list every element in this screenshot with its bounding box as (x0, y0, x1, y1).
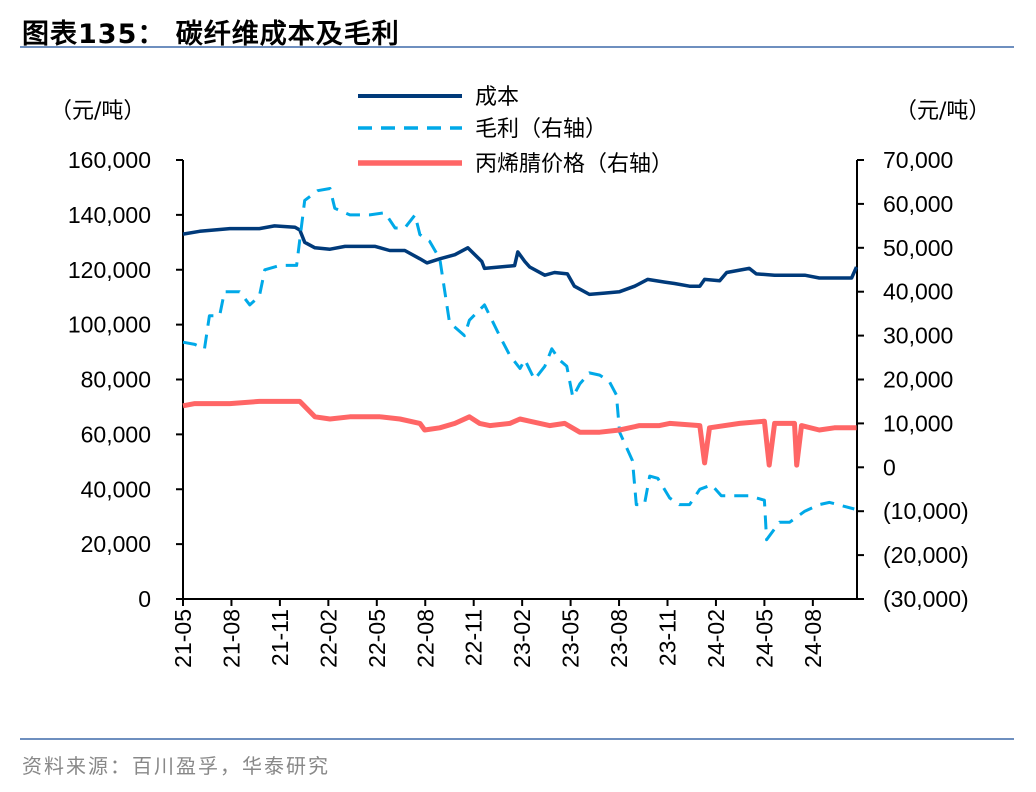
x-tick-label: 21-08 (218, 609, 244, 668)
right-tick-label: (30,000) (883, 586, 969, 612)
left-tick-label: 140,000 (68, 202, 151, 228)
right-tick-label: 20,000 (883, 367, 953, 393)
right-tick-label: 0 (883, 454, 896, 480)
footer-divider (20, 738, 1014, 740)
right-tick-label: 40,000 (883, 279, 953, 305)
x-tick-label: 21-11 (267, 609, 293, 666)
x-tick-label: 24-05 (751, 609, 777, 668)
series-line-0 (182, 224, 859, 297)
x-tick-label: 22-08 (412, 609, 438, 668)
left-tick-label: 160,000 (68, 147, 151, 173)
x-tick-label: 22-05 (364, 609, 390, 668)
figure-title: 图表135： 碳纤维成本及毛利 (22, 19, 400, 50)
x-tick-label: 22-11 (461, 609, 487, 666)
right-tick-label: 10,000 (883, 410, 953, 436)
x-tick-label: 23-05 (558, 609, 584, 668)
series-line-1 (182, 187, 855, 542)
legend-label-0: 成本 (475, 85, 519, 110)
left-tick-label: 60,000 (81, 421, 151, 447)
right-tick-label: 70,000 (883, 147, 953, 173)
x-tick-label: 24-02 (703, 609, 729, 668)
left-tick-label: 0 (138, 586, 151, 612)
right-tick-label: 50,000 (883, 235, 953, 261)
x-tick-label: 24-08 (800, 609, 826, 668)
right-tick-label: 30,000 (883, 323, 953, 349)
legend-label-1: 毛利（右轴） (475, 117, 607, 142)
x-tick-label: 23-11 (655, 609, 681, 666)
left-tick-label: 80,000 (81, 367, 151, 393)
source-note: 资料来源：百川盈孚，华泰研究 (22, 754, 330, 778)
right-axis-unit: （元/吨） (895, 99, 990, 124)
x-tick-label: 23-08 (606, 609, 632, 668)
right-tick-label: (10,000) (883, 498, 969, 524)
legend-label-2: 丙烯腈价格（右轴） (475, 152, 673, 177)
left-tick-label: 120,000 (68, 257, 151, 283)
left-tick-label: 20,000 (81, 531, 151, 557)
right-tick-label: 60,000 (883, 191, 953, 217)
title-divider (20, 46, 1014, 48)
x-tick-label: 22-02 (315, 609, 341, 668)
x-tick-label: 23-02 (509, 609, 535, 668)
x-tick-label: 21-05 (170, 609, 196, 668)
left-tick-label: 100,000 (68, 312, 151, 338)
right-tick-label: (20,000) (883, 542, 969, 568)
left-tick-label: 40,000 (81, 476, 151, 502)
left-axis-unit: （元/吨） (50, 99, 145, 124)
series-line-2 (182, 398, 857, 468)
